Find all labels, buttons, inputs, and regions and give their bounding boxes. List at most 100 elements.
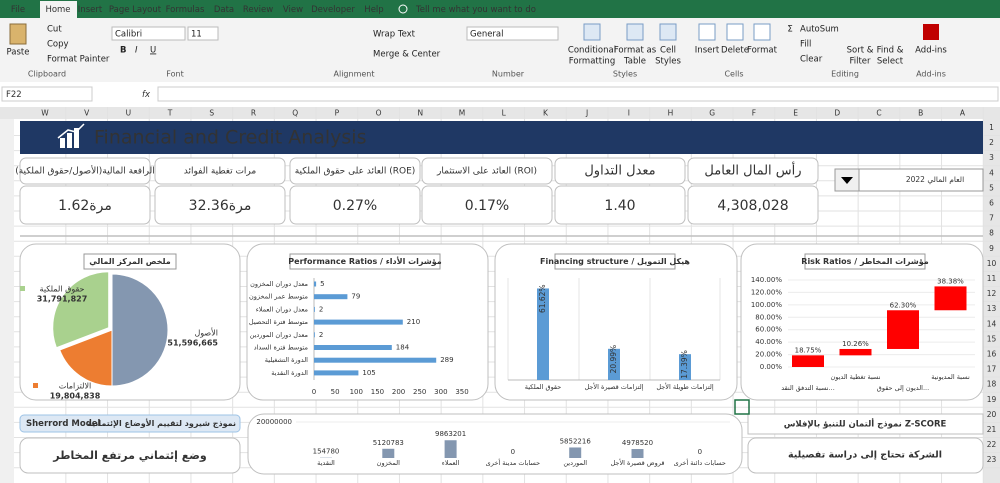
ribbon-tab[interactable]: File	[11, 5, 25, 15]
column-header[interactable]: P	[335, 109, 340, 118]
fx-button[interactable]: fx	[142, 90, 151, 100]
column-header[interactable]: Q	[292, 109, 298, 118]
row-header[interactable]: 18	[987, 380, 997, 389]
ribbon-button[interactable]: Select	[877, 57, 904, 67]
ribbon-tab[interactable]: Page Layout	[109, 5, 162, 15]
row-header[interactable]: 3	[989, 153, 994, 162]
row-header[interactable]: 19	[987, 395, 997, 404]
ribbon-tab[interactable]: Help	[364, 5, 383, 15]
row-header[interactable]: 22	[987, 440, 997, 449]
row-header[interactable]: 21	[987, 425, 997, 434]
ribbon-button[interactable]: Conditional	[568, 46, 616, 56]
row-header[interactable]: 23	[987, 455, 997, 464]
ribbon-button[interactable]: Formatting	[569, 57, 615, 67]
ribbon-button[interactable]: Format	[747, 46, 778, 56]
y-tick-label: 60.00%	[755, 326, 782, 334]
row-header[interactable]: 9	[989, 244, 994, 253]
data-label: 38.38%	[937, 277, 964, 285]
ribbon-tab[interactable]: Insert	[78, 5, 103, 15]
column-header[interactable]: G	[709, 109, 715, 118]
column-header[interactable]: M	[459, 109, 465, 118]
row-header[interactable]: 8	[989, 229, 994, 238]
column-header[interactable]: S	[209, 109, 214, 118]
row-header[interactable]: 10	[987, 259, 997, 268]
ribbon-button[interactable]: Cut	[47, 25, 62, 35]
column-header[interactable]: H	[668, 109, 674, 118]
ribbon-button[interactable]: AutoSum	[800, 25, 839, 35]
ribbon-button[interactable]: Sort &	[847, 46, 874, 56]
row-header[interactable]: 15	[987, 334, 997, 343]
column-header[interactable]: I	[628, 109, 630, 118]
row-header[interactable]: 11	[987, 274, 997, 283]
ribbon-button[interactable]: 11	[191, 30, 202, 40]
bar	[314, 332, 315, 338]
row-header[interactable]: 7	[989, 214, 994, 223]
ribbon-button[interactable]: Fill	[800, 40, 811, 50]
ribbon-tab[interactable]: View	[283, 5, 303, 15]
row-header[interactable]: 1	[989, 123, 994, 132]
underline-button[interactable]: U	[150, 46, 156, 56]
row-header[interactable]: 5	[989, 183, 994, 192]
ribbon-button[interactable]: Table	[623, 57, 646, 67]
ribbon-button[interactable]: General	[470, 30, 504, 40]
ribbon-button[interactable]: Copy	[47, 40, 69, 50]
ribbon-button[interactable]: Filter	[849, 57, 871, 67]
ribbon-tab[interactable]: Review	[243, 5, 273, 15]
row-header[interactable]: 6	[989, 199, 994, 208]
ribbon-button[interactable]: Find &	[877, 46, 904, 56]
column-header[interactable]: E	[793, 109, 798, 118]
ribbon-tab[interactable]: Formulas	[166, 5, 205, 15]
ribbon-button[interactable]: Insert	[695, 46, 720, 56]
bold-button[interactable]: B	[120, 46, 126, 56]
ribbon-tab[interactable]: Data	[214, 5, 234, 15]
row-header[interactable]: 16	[987, 350, 997, 359]
column-header[interactable]: R	[251, 109, 256, 118]
bar	[314, 345, 392, 350]
column-header[interactable]: A	[960, 109, 966, 118]
column-header[interactable]: B	[918, 109, 923, 118]
x-tick-label: نسبة المديونية	[931, 373, 970, 381]
kpi-value: 1.40	[604, 198, 635, 214]
column-header[interactable]: W	[41, 109, 49, 118]
row-header[interactable]: 14	[987, 319, 997, 328]
ribbon-button[interactable]: Merge & Center	[373, 50, 441, 60]
column-header[interactable]: K	[543, 109, 549, 118]
row-header[interactable]: 12	[987, 289, 997, 298]
kpi-label: معدل التداول	[584, 164, 655, 179]
column-header[interactable]: J	[585, 109, 588, 118]
column-header[interactable]: O	[376, 109, 382, 118]
row-header[interactable]: 2	[989, 138, 994, 147]
ribbon-button[interactable]: Delete	[721, 46, 749, 56]
column-header[interactable]: U	[126, 109, 132, 118]
column-header[interactable]: T	[167, 109, 173, 118]
ribbon-tab[interactable]: Home	[45, 5, 70, 15]
column-header[interactable]: F	[752, 109, 756, 118]
ribbon-button[interactable]: Calibri	[115, 30, 142, 40]
ribbon-button[interactable]: Format as	[614, 46, 657, 56]
column-header[interactable]: N	[417, 109, 423, 118]
tell-me[interactable]: Tell me what you want to do	[415, 5, 536, 15]
row-header[interactable]: 4	[989, 168, 994, 177]
y-tick-label: متوسط فترة السداد	[254, 344, 308, 352]
ribbon-tab[interactable]: Developer	[311, 5, 355, 15]
ribbon-button[interactable]: Add-ins	[915, 46, 947, 56]
ribbon-button[interactable]: Paste	[7, 48, 30, 58]
style-icon	[583, 23, 601, 41]
row-header[interactable]: 20	[987, 410, 997, 419]
x-tick-label: نسبة التدفق النقد...	[781, 384, 835, 392]
row-header[interactable]: 13	[987, 304, 997, 313]
x-tick-label: حسابات دائنة أخرى	[674, 458, 726, 467]
kpi-label: العائد على الاستثمار (ROI)	[436, 167, 537, 177]
ribbon-button[interactable]: Wrap Text	[373, 30, 416, 40]
ribbon-button[interactable]: Format Painter	[47, 55, 110, 65]
column-header[interactable]: C	[876, 109, 881, 118]
italic-button[interactable]: I	[135, 46, 138, 56]
column-header[interactable]: V	[84, 109, 90, 118]
column-header[interactable]: L	[502, 109, 507, 118]
ribbon-button[interactable]: Clear	[800, 55, 823, 65]
kpi-label-box	[19, 157, 151, 185]
ribbon-button[interactable]: Styles	[655, 57, 681, 67]
column-header[interactable]: D	[834, 109, 840, 118]
row-header[interactable]: 17	[987, 365, 997, 374]
ribbon-button[interactable]: Cell	[660, 46, 676, 56]
